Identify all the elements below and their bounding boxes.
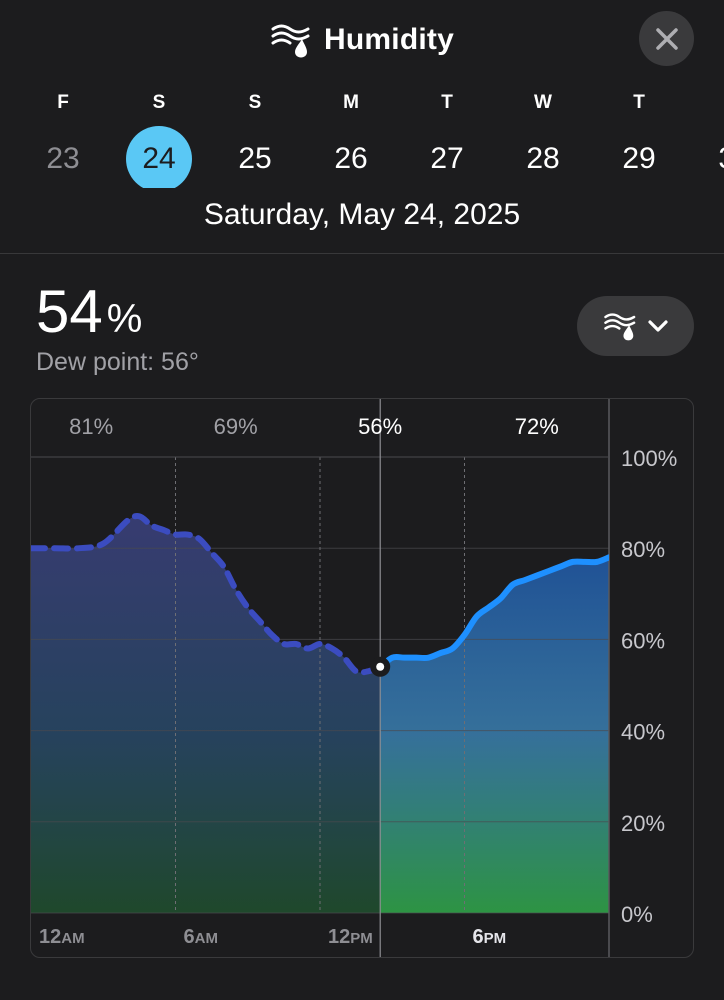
day-number-selected[interactable]: 24	[126, 126, 192, 188]
chevron-down-icon	[647, 320, 668, 332]
day-letter: T	[633, 92, 645, 113]
close-button[interactable]	[639, 11, 694, 66]
humidity-chart[interactable]: 100% 80% 60% 40% 20% 0% 81% 69% 56% 72% 12AM 6AM 12P…	[30, 398, 694, 958]
x-tick-label: 12AM	[39, 926, 85, 948]
past-area	[31, 516, 381, 913]
close-icon	[655, 27, 678, 50]
day-item[interactable]: 30	[687, 88, 724, 188]
y-tick-label: 0%	[621, 902, 653, 927]
segment-average-label: 81%	[69, 414, 113, 439]
day-letter: W	[534, 92, 552, 113]
y-tick-label: 20%	[621, 811, 665, 836]
metric-picker-button[interactable]	[577, 296, 694, 356]
day-number[interactable]: 27	[430, 142, 464, 175]
segment-average-label: 56%	[358, 414, 402, 439]
day-letter: T	[441, 92, 453, 113]
humidity-icon	[603, 313, 635, 341]
day-item[interactable]: M 26	[303, 88, 399, 188]
day-item[interactable]: T 29	[591, 88, 687, 188]
day-letter: F	[57, 92, 69, 113]
x-tick-label: 12PM	[328, 926, 373, 948]
humidity-icon	[271, 24, 310, 58]
page-title: Humidity	[324, 23, 454, 56]
future-humidity-line	[380, 554, 610, 671]
humidity-chart-svg: 100% 80% 60% 40% 20% 0% 81% 69% 56% 72% 12AM 6AM 12P…	[31, 399, 677, 957]
day-letter: S	[152, 92, 166, 113]
x-tick-label: 6PM	[473, 926, 507, 948]
y-tick-label: 100%	[621, 446, 677, 471]
x-tick-label: 6AM	[184, 926, 218, 948]
y-tick-label: 40%	[621, 720, 665, 745]
current-point-dot	[376, 662, 385, 671]
y-tick-label: 60%	[621, 628, 665, 653]
day-item[interactable]: F 23	[15, 88, 111, 188]
current-humidity-unit: %	[106, 297, 143, 341]
day-number[interactable]: 26	[334, 142, 368, 175]
day-item[interactable]: S 24	[111, 88, 207, 188]
current-humidity-value: 54	[36, 278, 103, 345]
dew-point-label: Dew point: 56°	[36, 348, 199, 376]
day-item[interactable]: T 27	[399, 88, 495, 188]
day-item[interactable]: S 25	[207, 88, 303, 188]
day-number[interactable]: 25	[238, 142, 272, 175]
past-humidity-line	[31, 513, 381, 676]
title-bar: Humidity	[0, 18, 724, 62]
day-number[interactable]: 29	[622, 142, 656, 175]
y-tick-label: 80%	[621, 537, 665, 562]
day-number[interactable]: 30	[702, 126, 724, 188]
divider	[0, 253, 724, 254]
day-selector: F 23 S 24 S 25 M 26 T 27 W 28 T 29 30	[0, 88, 724, 188]
segment-average-label: 69%	[214, 414, 258, 439]
header: Humidity	[0, 0, 724, 84]
future-area	[380, 557, 609, 913]
day-letter: M	[343, 92, 359, 113]
day-letter: S	[248, 92, 262, 113]
current-humidity: 54%	[36, 280, 142, 344]
day-number[interactable]: 23	[46, 142, 80, 175]
day-item[interactable]: W 28	[495, 88, 591, 188]
day-number[interactable]: 28	[526, 142, 560, 175]
selected-date-label: Saturday, May 24, 2025	[203, 198, 521, 231]
segment-average-label: 72%	[515, 414, 559, 439]
